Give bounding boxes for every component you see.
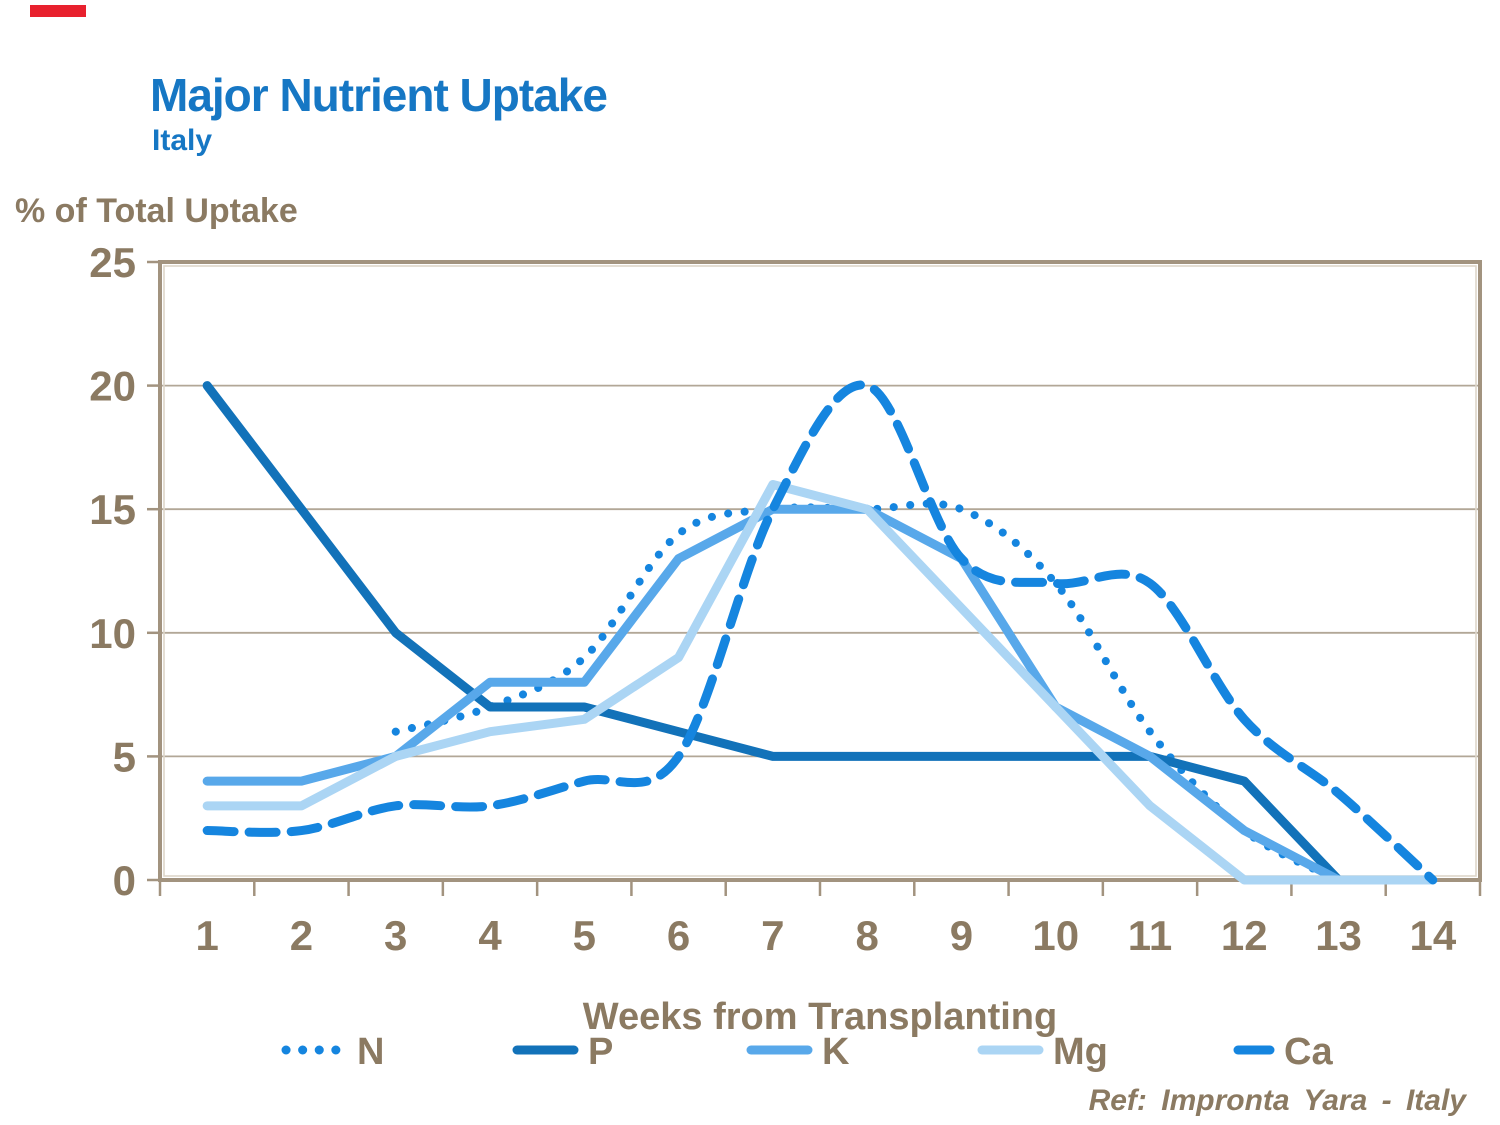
x-tick-label: 9 xyxy=(950,912,973,959)
x-tick-label: 2 xyxy=(290,912,313,959)
y-tick-label: 25 xyxy=(89,239,136,286)
red-accent-bar xyxy=(30,5,86,17)
series-line-Ca xyxy=(202,380,1438,885)
y-tick-label: 15 xyxy=(89,486,136,533)
reference-text: Ref: Impronta Yara - Italy xyxy=(1088,1084,1466,1117)
plot-border-inner xyxy=(163,265,1477,877)
x-tick-label: 8 xyxy=(855,912,878,959)
legend-label-P: P xyxy=(588,1031,613,1073)
y-tick-label: 0 xyxy=(113,857,136,904)
legend-label-N: N xyxy=(357,1031,384,1073)
x-tick-label: 3 xyxy=(384,912,407,959)
y-tick-label: 10 xyxy=(89,610,136,657)
x-tick-label: 14 xyxy=(1409,912,1456,959)
plot-border xyxy=(158,260,1482,882)
page-subtitle: Italy xyxy=(152,124,213,157)
x-tick-label: 7 xyxy=(761,912,784,959)
legend-label-K: K xyxy=(822,1031,850,1073)
x-tick-label: 13 xyxy=(1315,912,1362,959)
legend-label-Ca: Ca xyxy=(1284,1031,1333,1073)
y-axis-title: % of Total Uptake xyxy=(15,192,298,230)
series-line-Mg xyxy=(202,479,1438,885)
y-tick-label: 5 xyxy=(113,733,136,780)
x-tick-label: 6 xyxy=(667,912,690,959)
x-tick-label: 4 xyxy=(478,912,502,959)
x-tick-label: 12 xyxy=(1221,912,1268,959)
series-line-N xyxy=(391,499,1343,884)
x-tick-label: 10 xyxy=(1032,912,1079,959)
x-tick-label: 1 xyxy=(195,912,218,959)
page-title: Major Nutrient Uptake xyxy=(150,69,608,121)
x-axis-title: Weeks from Transplanting xyxy=(582,996,1058,1038)
y-tick-label: 20 xyxy=(89,363,136,410)
legend-label-Mg: Mg xyxy=(1053,1031,1108,1073)
x-tick-label: 5 xyxy=(573,912,596,959)
x-tick-label: 11 xyxy=(1128,912,1172,959)
